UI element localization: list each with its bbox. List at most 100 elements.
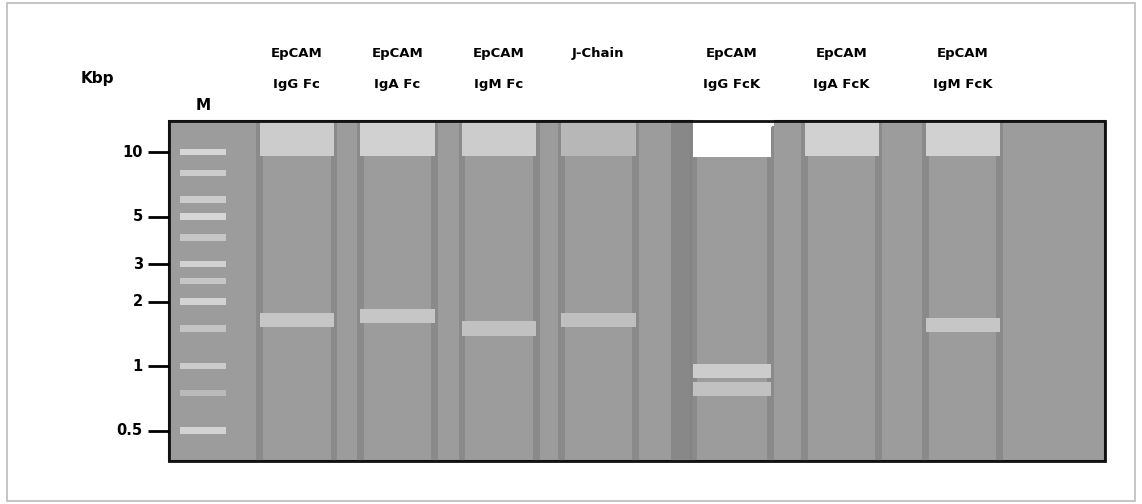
Text: EpCAM: EpCAM bbox=[371, 47, 424, 60]
Bar bbox=[739, 118, 742, 125]
Bar bbox=[729, 118, 732, 125]
Bar bbox=[767, 121, 774, 461]
Bar bbox=[745, 118, 748, 123]
Bar bbox=[697, 118, 700, 128]
Bar bbox=[719, 118, 722, 123]
Bar bbox=[751, 118, 754, 122]
Text: 3: 3 bbox=[132, 257, 143, 272]
Bar bbox=[693, 364, 771, 378]
Bar bbox=[731, 118, 734, 124]
Text: 5: 5 bbox=[132, 209, 143, 224]
Bar bbox=[802, 121, 809, 461]
Bar bbox=[260, 312, 333, 327]
Text: EpCAM: EpCAM bbox=[706, 47, 758, 60]
Bar bbox=[169, 121, 1105, 461]
Bar bbox=[562, 312, 635, 327]
Bar bbox=[711, 118, 714, 128]
Bar bbox=[765, 118, 767, 124]
Bar bbox=[749, 118, 753, 127]
Bar bbox=[260, 121, 333, 156]
Text: M: M bbox=[195, 98, 211, 113]
Bar bbox=[633, 121, 640, 461]
Bar bbox=[180, 213, 226, 220]
Bar bbox=[707, 118, 710, 129]
Text: 10: 10 bbox=[122, 145, 143, 160]
Text: EpCAM: EpCAM bbox=[271, 47, 323, 60]
Bar bbox=[180, 170, 226, 176]
Bar bbox=[747, 118, 750, 126]
Bar bbox=[737, 118, 740, 124]
Bar bbox=[761, 118, 764, 130]
Bar bbox=[925, 319, 1000, 333]
Bar bbox=[727, 118, 730, 126]
Bar bbox=[532, 121, 540, 461]
Bar bbox=[804, 121, 879, 156]
Bar bbox=[735, 118, 738, 123]
Bar bbox=[361, 309, 434, 323]
Bar bbox=[759, 118, 762, 130]
Bar bbox=[180, 298, 226, 305]
Text: IgG FcK: IgG FcK bbox=[703, 78, 761, 91]
Bar bbox=[753, 118, 756, 127]
Text: Kbp: Kbp bbox=[80, 71, 114, 86]
Text: IgA Fc: IgA Fc bbox=[375, 78, 420, 91]
Bar bbox=[180, 197, 226, 203]
Bar bbox=[558, 121, 565, 461]
Bar bbox=[180, 261, 226, 267]
Text: 0.5: 0.5 bbox=[116, 423, 143, 438]
Bar bbox=[723, 118, 726, 123]
Bar bbox=[721, 118, 724, 123]
Bar bbox=[715, 118, 718, 130]
Text: 2: 2 bbox=[132, 294, 143, 309]
Text: IgM FcK: IgM FcK bbox=[933, 78, 992, 91]
Bar bbox=[180, 325, 226, 332]
Bar bbox=[767, 118, 770, 123]
Bar bbox=[693, 382, 771, 396]
Bar bbox=[180, 427, 226, 434]
Bar bbox=[757, 118, 759, 122]
Bar bbox=[693, 121, 771, 157]
Bar bbox=[743, 118, 746, 129]
Text: IgM Fc: IgM Fc bbox=[474, 78, 524, 91]
Bar bbox=[671, 121, 692, 461]
Bar bbox=[699, 118, 702, 127]
Bar bbox=[769, 118, 772, 128]
Bar bbox=[693, 118, 697, 125]
Bar bbox=[725, 118, 729, 124]
Bar bbox=[741, 118, 745, 125]
Bar bbox=[875, 121, 882, 461]
Bar bbox=[331, 121, 338, 461]
Bar bbox=[713, 118, 716, 122]
Bar bbox=[562, 121, 635, 156]
Bar bbox=[709, 118, 713, 127]
Bar bbox=[690, 121, 697, 461]
Text: EpCAM: EpCAM bbox=[936, 47, 989, 60]
Text: 1: 1 bbox=[132, 359, 143, 373]
Bar bbox=[705, 118, 708, 122]
Bar bbox=[361, 121, 434, 156]
Bar bbox=[755, 118, 758, 123]
Text: IgA FcK: IgA FcK bbox=[813, 78, 870, 91]
Bar bbox=[733, 118, 737, 127]
Bar bbox=[180, 363, 226, 369]
Bar bbox=[180, 278, 226, 284]
Bar bbox=[703, 118, 706, 123]
Bar bbox=[461, 121, 537, 156]
Bar bbox=[923, 121, 930, 461]
Bar bbox=[458, 121, 466, 461]
Bar bbox=[180, 390, 226, 396]
Bar bbox=[701, 118, 705, 123]
Text: IgG Fc: IgG Fc bbox=[273, 78, 321, 91]
Bar bbox=[717, 118, 721, 129]
Text: EpCAM: EpCAM bbox=[473, 47, 525, 60]
Text: J-Chain: J-Chain bbox=[572, 47, 625, 60]
Bar bbox=[461, 322, 537, 336]
Bar bbox=[256, 121, 264, 461]
Bar bbox=[771, 118, 774, 125]
Bar bbox=[169, 121, 1105, 461]
Bar bbox=[695, 118, 698, 130]
Bar bbox=[180, 149, 226, 155]
Bar bbox=[356, 121, 363, 461]
Bar bbox=[431, 121, 439, 461]
Text: EpCAM: EpCAM bbox=[815, 47, 868, 60]
